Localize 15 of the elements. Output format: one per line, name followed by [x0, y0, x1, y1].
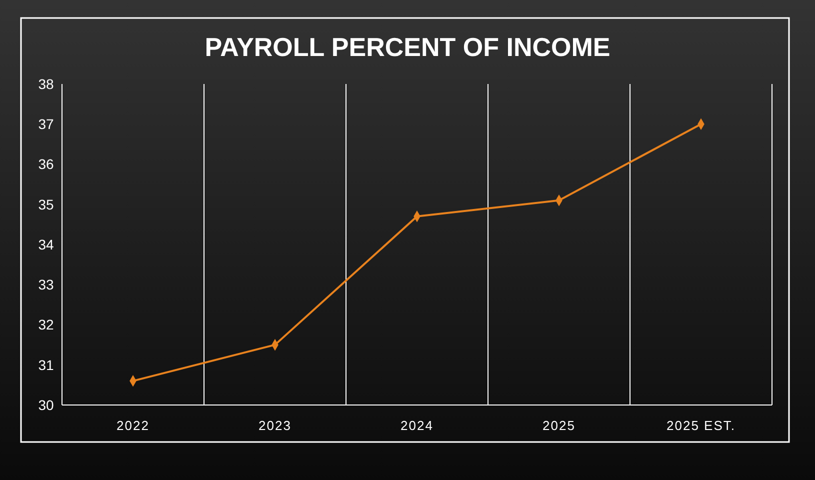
x-tick-label: 2025 EST. [666, 418, 736, 433]
y-tick-label: 34 [38, 236, 54, 252]
y-tick-label: 38 [38, 76, 54, 92]
y-tick-label: 36 [38, 156, 54, 172]
x-tick-label: 2025 [542, 418, 576, 433]
x-tick-label: 2023 [258, 418, 292, 433]
y-tick-label: 32 [38, 316, 54, 333]
y-tick-label: 31 [38, 356, 54, 373]
y-tick-label: 37 [38, 116, 54, 132]
x-tick-label: 2024 [400, 418, 434, 433]
x-tick-label: 2022 [116, 418, 150, 433]
y-tick-label: 30 [38, 396, 54, 413]
y-tick-label: 33 [38, 276, 54, 293]
y-tick-label: 35 [38, 196, 54, 212]
chart-title: PAYROLL PERCENT OF INCOME [204, 32, 610, 62]
